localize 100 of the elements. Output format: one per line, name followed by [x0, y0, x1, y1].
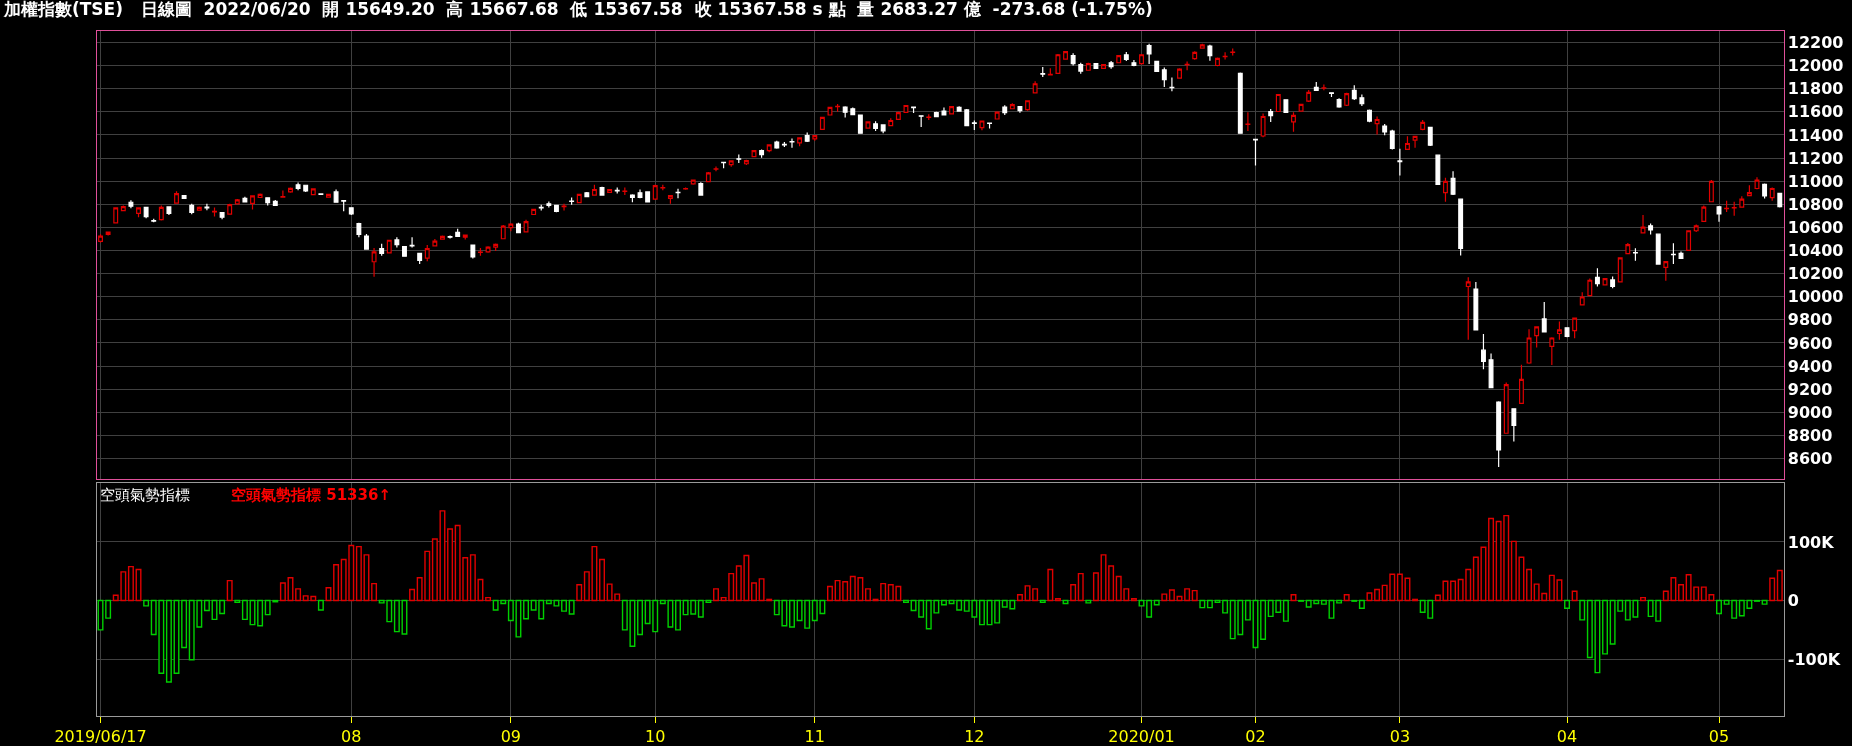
- candlestick: [508, 222, 514, 232]
- candlestick: [1268, 108, 1274, 123]
- candlestick: [637, 188, 643, 199]
- candlestick: [1670, 242, 1676, 265]
- candlestick: [994, 111, 1000, 120]
- candlestick: [1701, 204, 1707, 223]
- candlestick: [1739, 195, 1745, 209]
- bar: [1282, 599, 1289, 622]
- candlestick: [113, 206, 119, 224]
- y-tick-label: 9200: [1787, 379, 1833, 399]
- candlestick: [1040, 66, 1046, 78]
- candlestick: [1161, 66, 1167, 88]
- candlestick: [675, 188, 681, 199]
- bar: [940, 599, 947, 606]
- candlestick: [553, 204, 559, 213]
- candlestick: [234, 198, 240, 205]
- candlestick: [1374, 115, 1380, 135]
- bar: [485, 596, 492, 602]
- candlestick: [918, 114, 924, 128]
- candlestick: [888, 117, 894, 127]
- candlestick: [1587, 278, 1593, 297]
- candlestick: [766, 143, 772, 153]
- bar: [1336, 599, 1343, 604]
- x-tick-label: 2019/06/17: [54, 727, 147, 746]
- candlestick: [1594, 267, 1600, 288]
- chart-title: 空頭氣勢指標: [100, 486, 190, 504]
- annotation: 空頭氣勢指標 51336↑: [231, 486, 391, 504]
- candlestick: [462, 234, 468, 241]
- candlestick: [371, 247, 377, 278]
- candlestick: [1260, 112, 1266, 138]
- bar: [1138, 599, 1145, 607]
- candlestick: [105, 230, 111, 237]
- candlestick: [310, 187, 316, 196]
- x-tick-label: 10: [645, 727, 666, 746]
- candlestick: [515, 222, 521, 234]
- candlestick: [1610, 275, 1616, 289]
- candlestick: [1480, 333, 1486, 370]
- candlestick: [1488, 352, 1494, 389]
- candlestick: [979, 119, 985, 131]
- candlestick: [1154, 60, 1160, 73]
- candlestick: [227, 203, 233, 216]
- candlestick: [341, 199, 347, 212]
- x-tick-label: 04: [1556, 727, 1578, 746]
- candlestick: [1063, 50, 1068, 61]
- bar: [1146, 599, 1153, 618]
- bar: [1320, 599, 1327, 605]
- candlestick: [1412, 135, 1418, 149]
- candlestick: [827, 106, 833, 116]
- candlestick: [880, 123, 886, 134]
- bar: [241, 599, 248, 621]
- candlestick: [1002, 104, 1008, 116]
- candlestick: [1397, 148, 1403, 177]
- candlestick: [402, 246, 407, 258]
- x-tick-label: 08: [341, 727, 362, 746]
- candlestick: [1131, 59, 1137, 67]
- bar: [599, 558, 606, 602]
- candlestick: [1686, 229, 1692, 252]
- candlestick: [1047, 67, 1053, 76]
- chart-title: 加權指數(TSE) 日線圖 2022/06/20 開 15649.20 高 15667.68 低 15367.58 收 15367.58 s 點 量 2683.27 億 -273.68 (-1.75%): [3, 0, 1153, 19]
- candlestick: [120, 204, 126, 212]
- candlestick: [1640, 214, 1646, 234]
- bar: [713, 588, 719, 602]
- candlestick: [1351, 84, 1357, 101]
- candlestick: [333, 188, 339, 204]
- candlestick: [1169, 76, 1175, 92]
- y-tick-label: 11800: [1787, 79, 1844, 99]
- candlestick: [1253, 138, 1258, 167]
- y-tick-label: 100K: [1787, 532, 1835, 552]
- candlestick: [789, 137, 795, 149]
- y-tick-label: 11600: [1787, 102, 1844, 122]
- candlestick: [797, 136, 803, 147]
- candlestick: [1283, 98, 1289, 114]
- candlestick: [1367, 108, 1372, 123]
- candlestick: [531, 208, 537, 216]
- candlestick: [1085, 62, 1091, 72]
- candlestick: [455, 228, 461, 238]
- candlestick: [1199, 43, 1205, 50]
- bar: [181, 599, 188, 649]
- candlestick: [500, 224, 506, 240]
- candlestick: [599, 186, 605, 197]
- candlestick: [1344, 92, 1350, 107]
- candlestick: [713, 165, 719, 172]
- candlestick: [1237, 71, 1243, 135]
- candlestick: [819, 116, 825, 131]
- candlestick: [219, 211, 225, 220]
- candlestick: [166, 206, 172, 216]
- candlestick: [865, 120, 871, 130]
- candlestick: [1579, 291, 1585, 307]
- candlestick: [873, 120, 879, 132]
- bar: [371, 582, 378, 602]
- candlestick: [1731, 201, 1737, 217]
- candlestick: [1564, 326, 1570, 338]
- bar: [219, 599, 226, 615]
- candlestick: [272, 199, 278, 207]
- candlestick: [288, 186, 293, 194]
- bar: [295, 588, 302, 602]
- candlestick: [774, 140, 780, 150]
- candlestick: [1116, 54, 1122, 64]
- candlestick: [204, 203, 210, 211]
- candlestick: [1359, 93, 1365, 107]
